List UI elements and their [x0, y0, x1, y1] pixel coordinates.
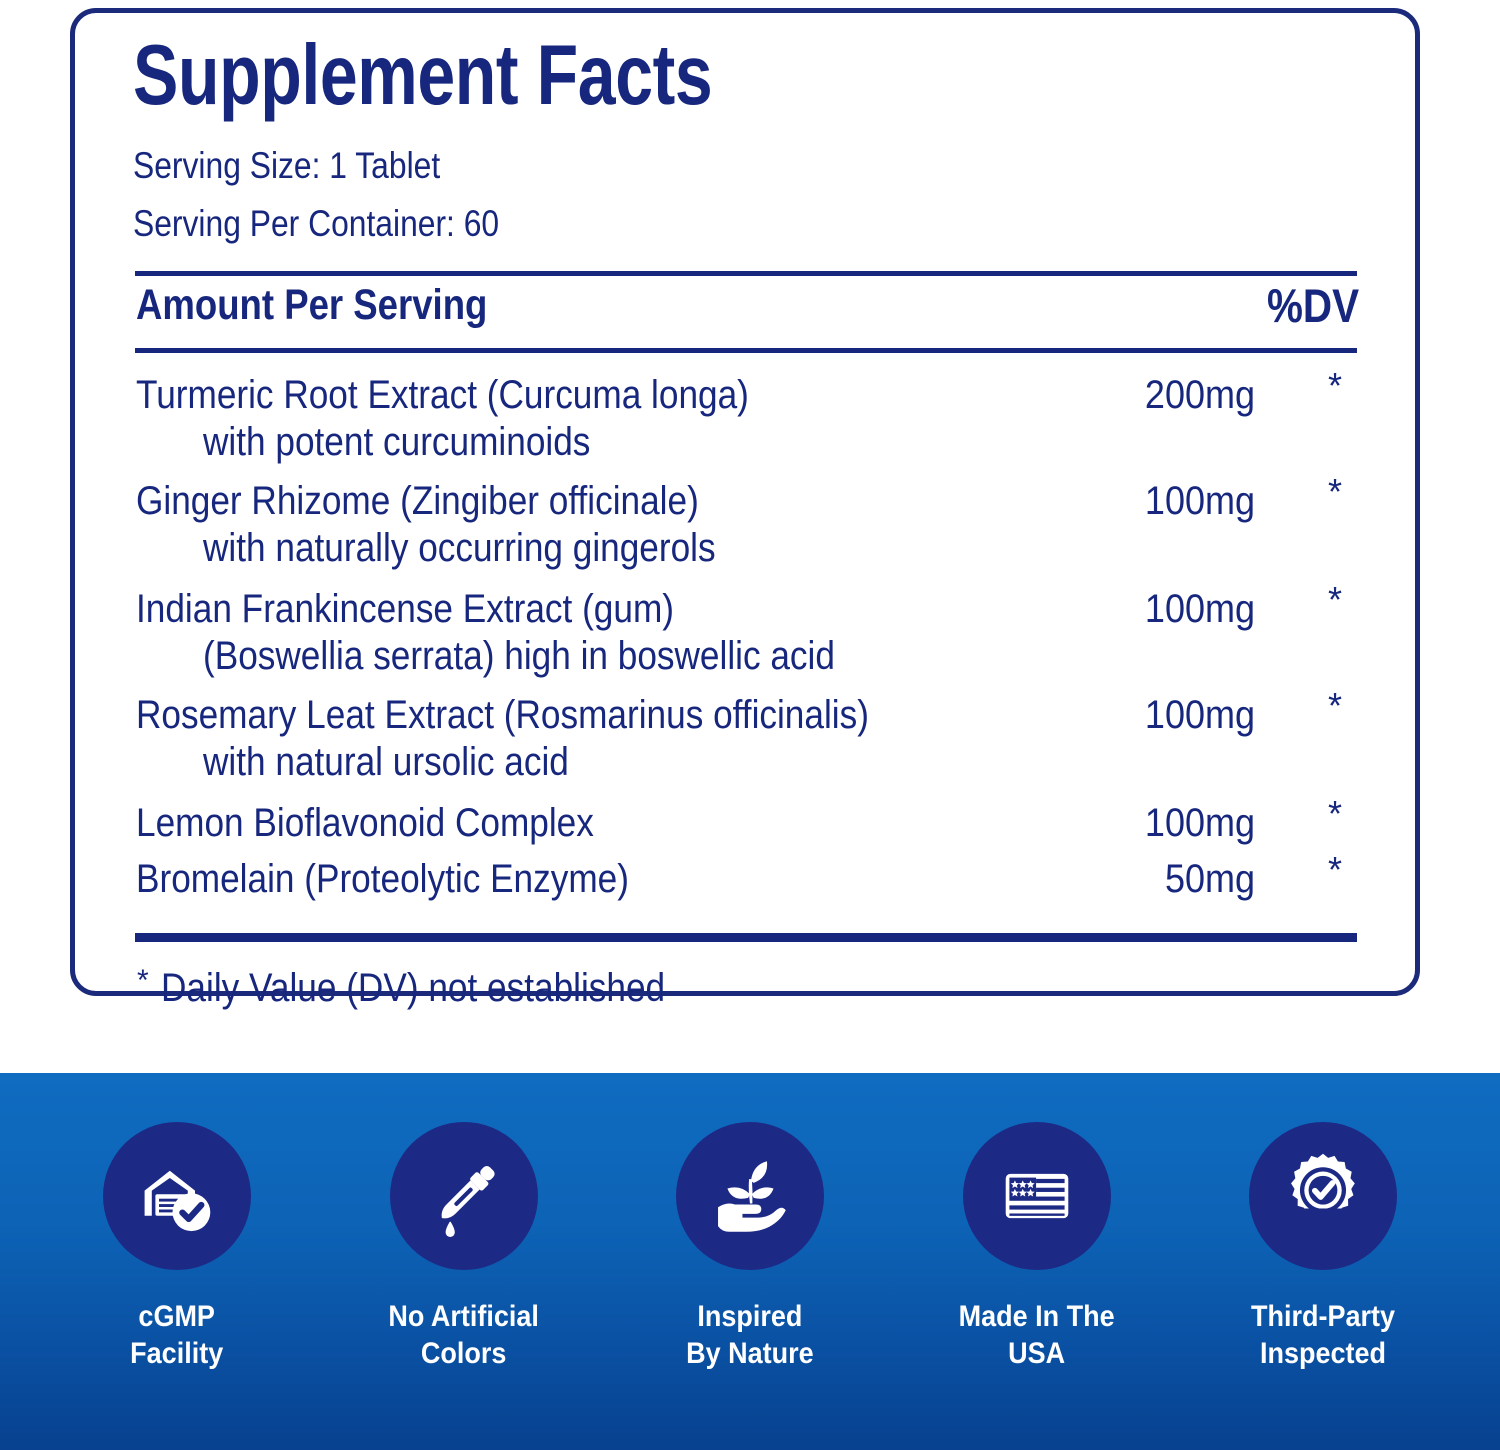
ingredient-amount: 100mg — [1144, 801, 1255, 846]
badge-circle — [389, 1122, 538, 1270]
trust-badge-strip: cGMP Facility — [0, 1073, 1500, 1450]
ingredient-detail: with naturally occurring gingerols — [203, 526, 716, 571]
footnote: * Daily Value (DV) not established — [137, 964, 1359, 1014]
badge-label-line1: Inspired — [697, 1300, 803, 1333]
badge-label-line2: USA — [1007, 1337, 1065, 1370]
footnote-text: Daily Value (DV) not established — [161, 966, 666, 1011]
badge-circle — [103, 1122, 251, 1270]
ingredient-dv: * — [1327, 579, 1342, 621]
badge-label: Third-Party Inspected — [1251, 1298, 1395, 1372]
servings-per-container-text: Serving Per Container: 60 — [133, 203, 500, 245]
badge-made-in-usa: Made In The USA — [922, 1122, 1152, 1372]
badge-label: No Artificial Colors — [388, 1298, 539, 1372]
divider-bottom — [135, 933, 1357, 943]
badge-no-artificial-colors: No Artificial Colors — [349, 1122, 579, 1372]
badge-circle — [962, 1122, 1111, 1270]
ingredient-dv: * — [1327, 365, 1342, 407]
table-row: Rosemary Leat Extract (Rosmarinus offici… — [133, 685, 1359, 793]
supplement-facts-panel: Supplement Facts Serving Size: 1 Tablet … — [70, 8, 1420, 1010]
ingredient-amount: 50mg — [1164, 857, 1255, 902]
badge-cgmp-facility: cGMP Facility — [62, 1122, 292, 1372]
ingredient-detail: with potent curcuminoids — [203, 420, 591, 465]
column-header-amount-per-serving: Amount Per Serving — [136, 281, 488, 330]
ingredient-dv: * — [1327, 849, 1342, 891]
badge-label-line1: Made In The — [958, 1300, 1115, 1333]
badge-label: cGMP Facility — [130, 1298, 223, 1372]
ingredient-name: Ginger Rhizome (Zingiber officinale) — [136, 479, 699, 524]
ingredient-amount: 200mg — [1144, 373, 1255, 418]
ingredients-table: Turmeric Root Extract (Curcuma longa) wi… — [133, 365, 1359, 905]
column-header-percent-dv: %DV — [1266, 279, 1359, 333]
divider-header — [135, 348, 1357, 354]
factory-check-icon — [132, 1151, 222, 1241]
divider-top — [135, 271, 1357, 277]
table-row: Lemon Bioflavonoid Complex 100mg * — [133, 793, 1359, 849]
ingredient-detail: with natural ursolic acid — [203, 740, 569, 785]
badge-label-line2: Inspected — [1259, 1337, 1387, 1370]
ingredient-dv: * — [1327, 471, 1342, 513]
badge-label-line2: Colors — [420, 1337, 507, 1370]
badge-label-line2: Facility — [130, 1337, 224, 1370]
dropper-icon — [418, 1150, 510, 1242]
badge-label-line1: Third-Party — [1250, 1300, 1396, 1333]
ingredient-detail: (Boswellia serrata) high in boswellic ac… — [203, 634, 835, 679]
badge-circle — [676, 1122, 824, 1270]
table-row: Indian Frankincense Extract (gum) (Boswe… — [133, 579, 1359, 687]
table-row: Ginger Rhizome (Zingiber officinale) wit… — [133, 471, 1359, 579]
hand-plant-icon — [703, 1149, 797, 1243]
ingredient-name: Indian Frankincense Extract (gum) — [136, 587, 675, 632]
badge-label-line2: By Nature — [686, 1337, 814, 1370]
badge-circle — [1249, 1122, 1397, 1270]
ingredient-amount: 100mg — [1144, 479, 1255, 524]
table-header-row: Amount Per Serving %DV — [133, 282, 1359, 340]
badge-label: Inspired By Nature — [686, 1298, 814, 1372]
table-row: Turmeric Root Extract (Curcuma longa) wi… — [133, 365, 1359, 473]
ingredient-amount: 100mg — [1144, 693, 1255, 738]
badge-label-line1: No Artificial — [388, 1300, 539, 1333]
usa-flag-icon — [991, 1150, 1083, 1242]
table-row: Bromelain (Proteolytic Enzyme) 50mg * — [133, 849, 1359, 905]
badge-label-line1: cGMP — [138, 1300, 216, 1333]
page-title: Supplement Facts — [133, 28, 713, 123]
ingredient-amount: 100mg — [1144, 587, 1255, 632]
certified-badge-icon — [1275, 1148, 1371, 1244]
badge-third-party-inspected: Third-Party Inspected — [1208, 1122, 1438, 1372]
badge-label: Made In The USA — [958, 1298, 1114, 1372]
ingredient-name: Bromelain (Proteolytic Enzyme) — [136, 857, 629, 902]
serving-size-text: Serving Size: 1 Tablet — [133, 145, 441, 187]
ingredient-name: Lemon Bioflavonoid Complex — [136, 801, 594, 846]
ingredient-dv: * — [1327, 685, 1342, 727]
badge-inspired-by-nature: Inspired By Nature — [635, 1122, 865, 1372]
ingredient-dv: * — [1327, 793, 1342, 835]
footnote-asterisk: * — [137, 964, 149, 998]
ingredient-name: Rosemary Leat Extract (Rosmarinus offici… — [136, 693, 869, 738]
ingredient-name: Turmeric Root Extract (Curcuma longa) — [136, 373, 749, 418]
